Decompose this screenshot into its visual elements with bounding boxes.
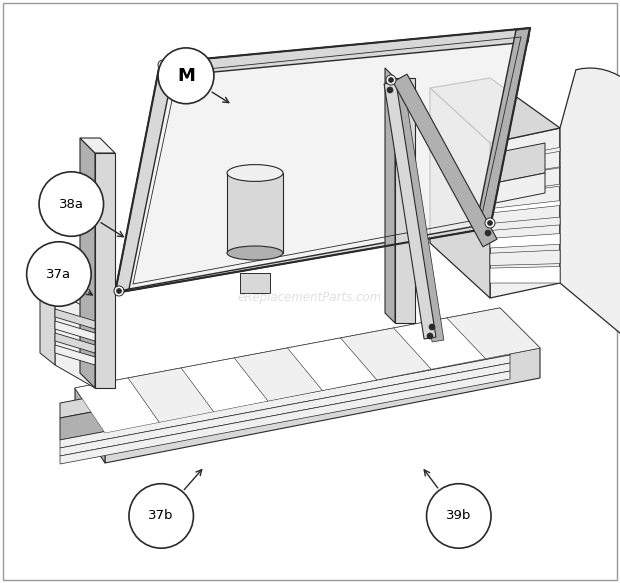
Polygon shape [234,348,322,401]
Polygon shape [476,28,530,228]
Polygon shape [392,85,444,342]
Circle shape [27,242,91,306]
Polygon shape [495,143,545,183]
Circle shape [485,218,495,228]
Polygon shape [490,250,560,265]
Ellipse shape [227,164,283,181]
Circle shape [485,230,491,236]
Polygon shape [181,358,268,412]
Polygon shape [490,217,560,230]
Polygon shape [227,173,283,253]
Circle shape [161,62,166,68]
Polygon shape [55,321,95,341]
Circle shape [158,60,168,70]
Text: 39b: 39b [446,510,471,522]
Polygon shape [60,318,510,418]
Polygon shape [40,278,55,365]
Text: M: M [177,67,195,85]
Polygon shape [490,128,560,298]
Polygon shape [490,184,560,195]
Polygon shape [55,333,95,353]
Polygon shape [490,167,560,179]
Polygon shape [430,88,490,298]
Circle shape [117,289,122,293]
Polygon shape [394,318,485,369]
Polygon shape [80,138,95,388]
Polygon shape [55,345,95,365]
Circle shape [427,333,433,339]
Polygon shape [60,333,510,440]
Polygon shape [128,368,214,422]
Circle shape [429,324,435,330]
Text: 38a: 38a [59,198,84,210]
Polygon shape [340,328,432,380]
Polygon shape [75,388,105,463]
Polygon shape [75,378,159,433]
Polygon shape [490,201,560,213]
Polygon shape [60,371,510,464]
Text: 37b: 37b [148,510,174,522]
Circle shape [389,78,394,83]
Circle shape [487,220,492,226]
Polygon shape [447,308,540,359]
Polygon shape [288,338,377,391]
Circle shape [386,75,396,85]
Circle shape [158,48,214,104]
Polygon shape [55,290,95,388]
Circle shape [159,73,165,79]
Polygon shape [385,68,395,323]
Text: 37a: 37a [46,268,71,280]
Polygon shape [384,82,436,339]
Circle shape [39,172,104,236]
Circle shape [387,87,393,93]
Polygon shape [105,348,540,463]
Polygon shape [490,234,560,248]
Polygon shape [490,147,560,164]
Text: eReplacementParts.com: eReplacementParts.com [238,292,382,304]
Polygon shape [60,355,510,448]
Polygon shape [55,309,95,329]
Circle shape [427,484,491,548]
Circle shape [114,286,124,296]
Polygon shape [115,226,490,293]
Polygon shape [115,63,174,293]
Polygon shape [490,266,560,283]
Polygon shape [80,138,115,153]
Ellipse shape [227,246,283,260]
Polygon shape [395,78,415,323]
Polygon shape [495,173,545,203]
Polygon shape [393,74,497,247]
Polygon shape [75,308,540,433]
Polygon shape [60,363,510,456]
Polygon shape [160,28,530,77]
Circle shape [129,484,193,548]
Polygon shape [430,78,560,143]
Polygon shape [240,273,270,293]
Polygon shape [115,28,530,293]
Polygon shape [560,68,620,342]
Polygon shape [95,153,115,388]
